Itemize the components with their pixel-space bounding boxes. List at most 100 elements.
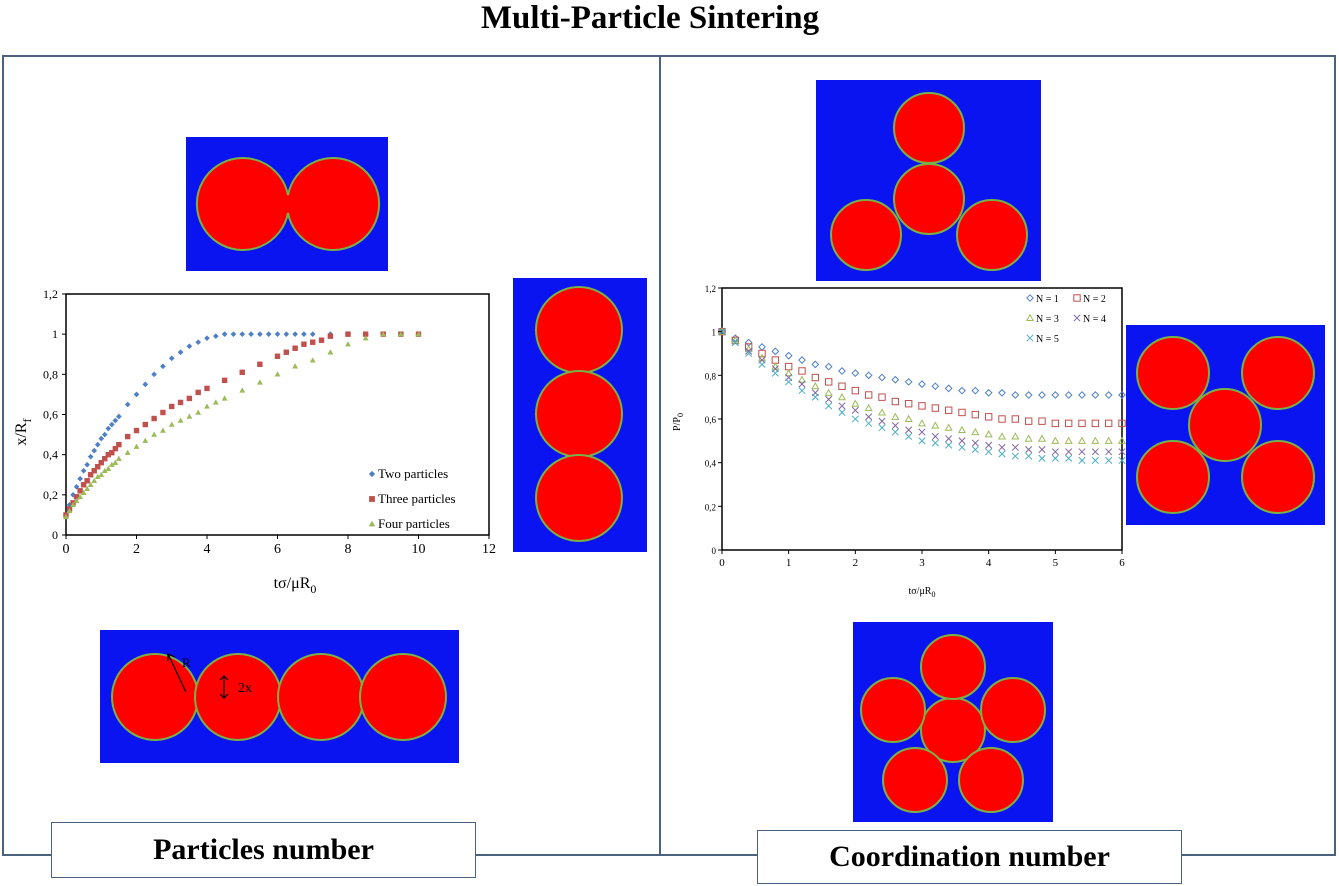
data-point: [327, 333, 334, 339]
data-point: [169, 403, 175, 410]
data-point: [891, 397, 900, 406]
data-point: [984, 388, 993, 397]
data-point: [1024, 417, 1033, 425]
data-point: [918, 428, 926, 436]
data-point: [985, 448, 993, 456]
data-point: [70, 501, 76, 508]
x-tick-label: 10: [412, 542, 426, 557]
data-point: [101, 431, 108, 438]
y-axis-label: x/Rf: [13, 418, 34, 445]
data-point: [891, 421, 899, 430]
data-point: [95, 464, 101, 470]
data-point: [91, 447, 98, 454]
legend-symbol: [1025, 313, 1035, 322]
data-point: [98, 435, 105, 442]
data-point: [80, 467, 87, 474]
legend-marker: [368, 520, 376, 527]
x-tick-label: 0: [719, 557, 725, 569]
data-point: [221, 331, 228, 337]
y-axis-label: P/P0: [672, 413, 685, 431]
data-point: [124, 449, 131, 455]
x-tick-label: 8: [345, 542, 352, 557]
data-point: [1037, 434, 1047, 442]
x-axis-label: tσ/μR0: [909, 586, 936, 599]
series-n-1: [718, 327, 1126, 399]
data-point: [1117, 436, 1127, 444]
legend-symbol: [1073, 314, 1081, 322]
data-point: [84, 478, 90, 484]
data-point: [77, 475, 83, 482]
data-point: [1091, 436, 1100, 444]
data-point: [94, 441, 101, 448]
data-point: [160, 363, 166, 370]
data-point: [798, 356, 806, 364]
data-point: [309, 357, 316, 363]
data-point: [362, 335, 369, 341]
data-point: [109, 449, 115, 456]
data-point: [838, 402, 846, 410]
data-point: [177, 417, 184, 423]
series-four-particles: [63, 331, 422, 520]
data-point: [112, 445, 119, 452]
neck-label: 2x: [238, 681, 252, 696]
data-point: [811, 382, 820, 390]
data-point: [1051, 391, 1060, 399]
data-point: [1104, 391, 1113, 399]
data-point: [825, 402, 833, 410]
data-point: [98, 471, 105, 477]
neck-growth-chart: 0 2 4 6 8 10 12 0 0,2 0,4 0,6 0,8 1 1,2 Two particles…: [13, 287, 496, 596]
data-point: [904, 400, 913, 408]
data-point: [1065, 448, 1073, 456]
data-point: [1011, 415, 1020, 423]
data-point: [160, 409, 166, 416]
data-point: [87, 453, 94, 460]
data-point: [345, 331, 351, 337]
legend-symbol: [1026, 294, 1034, 302]
data-point: [1025, 452, 1033, 460]
data-point: [195, 339, 202, 346]
legend-symbol: [368, 470, 376, 478]
data-point: [931, 439, 939, 447]
data-point: [142, 381, 149, 388]
data-point: [309, 331, 316, 337]
x-tick-label: 4: [204, 542, 211, 557]
data-point: [112, 459, 119, 465]
data-point: [1051, 448, 1059, 456]
data-point: [798, 387, 806, 395]
data-point: [248, 331, 254, 337]
data-point: [87, 472, 94, 478]
data-point: [998, 388, 1006, 397]
radius-label: R: [182, 655, 191, 670]
data-point: [177, 349, 184, 356]
data-point: [195, 409, 202, 415]
y-tick-label: 1: [712, 328, 717, 338]
data-point: [151, 415, 157, 422]
data-point: [824, 378, 833, 386]
data-point: [931, 382, 940, 391]
data-point: [84, 485, 91, 492]
data-point: [274, 353, 281, 359]
data-point: [77, 493, 84, 500]
data-point: [998, 443, 1006, 451]
data-point: [998, 415, 1006, 423]
x-tick-label: 4: [986, 557, 992, 569]
legend-entry: N = 5: [1036, 334, 1059, 345]
particles-number-label: Particles number: [51, 822, 476, 878]
data-point: [838, 408, 846, 417]
data-point: [63, 513, 69, 520]
y-tick-label: 0,6: [705, 415, 717, 425]
data-point: [918, 380, 926, 388]
data-point: [758, 349, 766, 358]
data-point: [1118, 448, 1126, 456]
data-point: [112, 417, 119, 424]
data-point: [824, 388, 833, 396]
data-point: [905, 432, 913, 441]
data-point: [918, 437, 926, 445]
legend-entry: Two particles: [378, 466, 448, 481]
data-point: [80, 489, 87, 496]
data-point: [745, 347, 753, 355]
data-point: [212, 333, 219, 339]
data-point: [221, 395, 228, 401]
data-point: [958, 408, 966, 417]
data-point: [87, 481, 94, 488]
